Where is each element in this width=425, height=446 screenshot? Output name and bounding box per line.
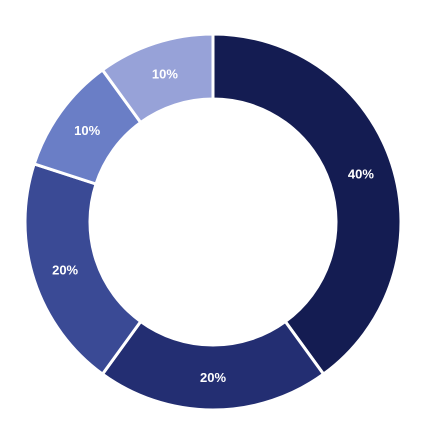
donut-slice-5 [100,32,215,125]
slice-label-3: 20% [52,263,78,278]
slice-label-5: 10% [152,67,178,82]
labels-group: 40% 20% 20% 10% 10% [52,67,374,385]
slices-group [23,32,403,412]
slice-label-2: 20% [200,370,226,385]
donut-slice-3 [23,162,143,377]
donut-slice-1 [211,32,403,377]
slice-label-4: 10% [74,123,100,138]
donut-slice-2 [100,319,326,412]
slice-label-1: 40% [348,166,374,181]
